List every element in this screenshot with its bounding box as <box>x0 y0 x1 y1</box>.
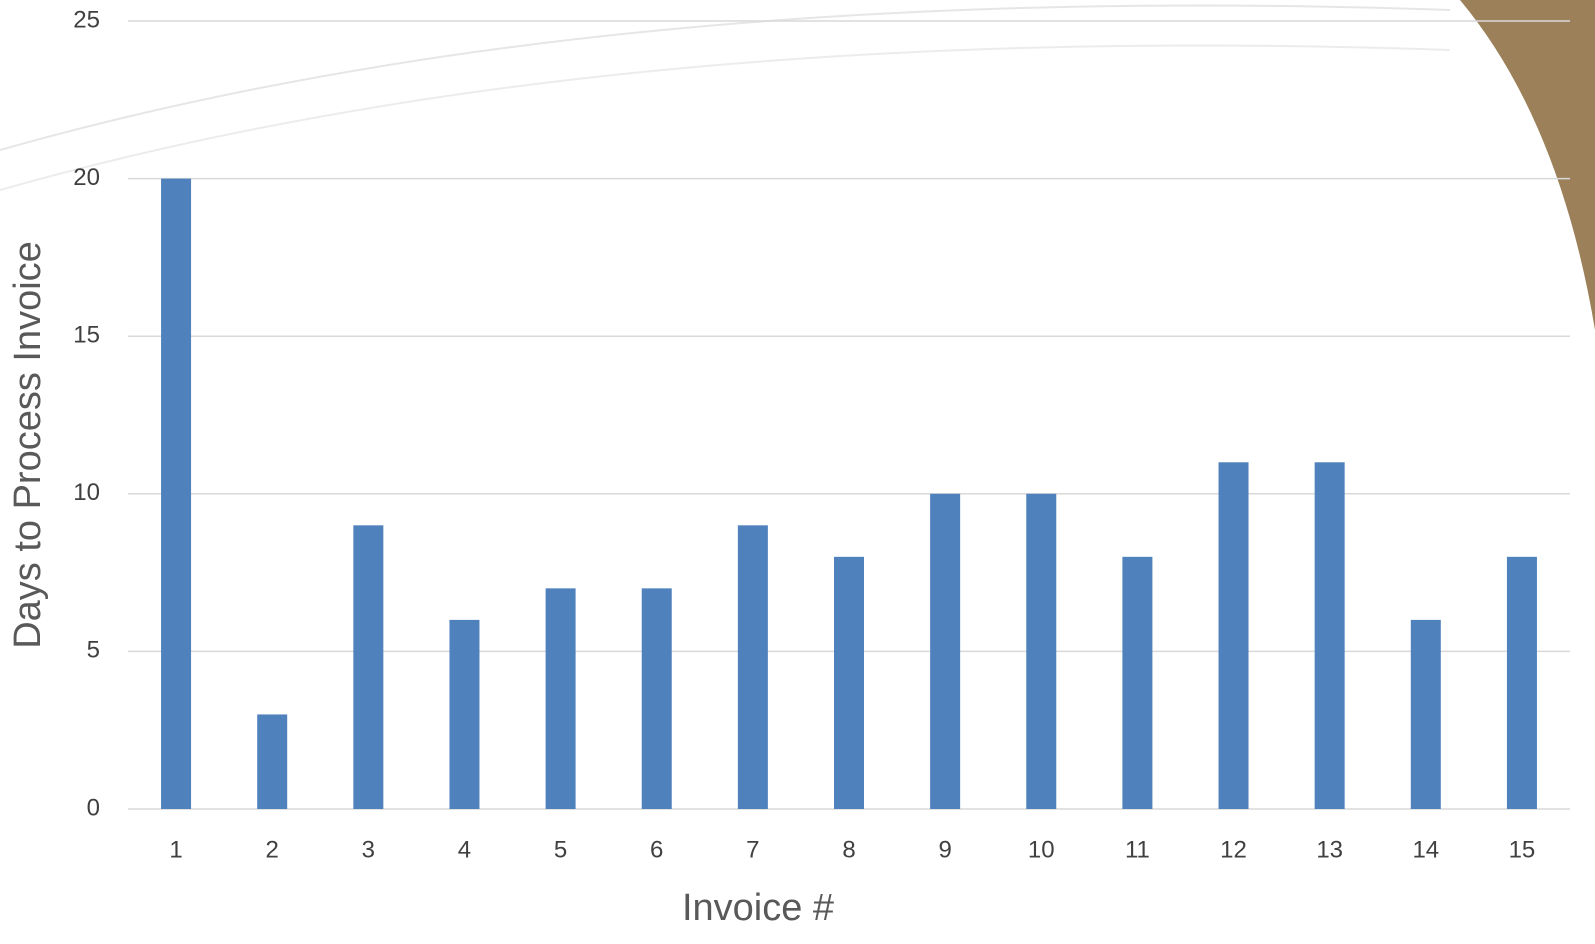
y-tick-label: 0 <box>87 794 100 821</box>
y-tick-label: 15 <box>73 322 100 349</box>
bar <box>1122 556 1153 809</box>
bar <box>641 588 672 809</box>
y-tick-label: 10 <box>73 479 100 506</box>
x-tick-label: 15 <box>1509 836 1536 863</box>
x-tick-label: 7 <box>746 836 759 863</box>
x-tick-label: 4 <box>458 836 471 863</box>
x-tick-label: 3 <box>362 836 375 863</box>
bar <box>257 714 288 809</box>
bar <box>353 525 384 809</box>
background-decoration <box>1460 0 1595 330</box>
x-tick-label: 12 <box>1220 836 1247 863</box>
background-decoration <box>0 44 1451 191</box>
x-tick-label: 2 <box>266 836 279 863</box>
bar <box>449 619 480 809</box>
x-tick-label: 8 <box>842 836 855 863</box>
x-tick-label: 14 <box>1412 836 1439 863</box>
bar <box>1218 462 1249 809</box>
background-decoration <box>0 4 1451 151</box>
bar <box>834 556 864 809</box>
y-tick-label: 25 <box>73 6 100 33</box>
bar <box>1314 462 1345 809</box>
y-axis-title: Days to Process Invoice <box>7 241 49 649</box>
x-tick-label: 10 <box>1028 836 1055 863</box>
x-axis-title: Invoice # <box>682 887 834 929</box>
x-tick-label: 5 <box>554 836 567 863</box>
bar <box>161 178 192 810</box>
x-tick-label: 9 <box>938 836 951 863</box>
bar <box>737 525 768 809</box>
bar <box>930 493 961 809</box>
bar <box>1026 493 1057 809</box>
bar <box>1410 619 1441 809</box>
y-tick-label: 20 <box>73 164 100 191</box>
x-tick-label: 1 <box>169 836 182 863</box>
x-tick-label: 6 <box>650 836 663 863</box>
x-tick-label: 11 <box>1125 836 1150 863</box>
bar <box>545 588 576 809</box>
y-tick-label: 5 <box>87 637 100 664</box>
x-tick-label: 13 <box>1316 836 1343 863</box>
bar <box>1506 556 1537 809</box>
